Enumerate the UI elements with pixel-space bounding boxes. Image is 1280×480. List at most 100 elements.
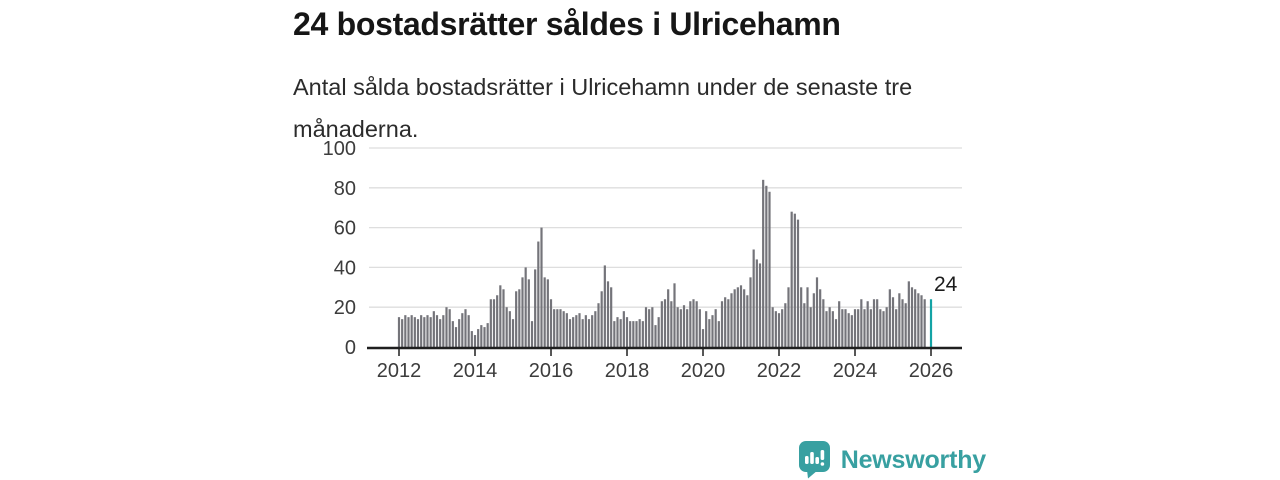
y-tick-label: 100 [323,138,356,160]
bar [720,301,724,347]
chart-subtitle: Antal sålda bostadsrätter i Ulricehamn u… [293,74,913,142]
bar [822,299,825,347]
bar [432,311,435,347]
bar [591,315,594,347]
bar [888,289,891,347]
bar [882,311,885,347]
bar [803,303,806,347]
bar [762,179,765,347]
bar [730,293,733,347]
bar [708,319,711,347]
bar [698,309,701,347]
bar [435,315,439,347]
bar [572,317,575,347]
bar [812,293,815,347]
bar [733,289,736,347]
y-tick-label: 80 [334,178,356,200]
bar [727,299,730,347]
bar [559,309,562,347]
y-tick-label: 0 [345,337,356,359]
bar [758,263,762,347]
bar [407,317,410,347]
bar [673,283,676,347]
bar [819,289,822,347]
bar [420,315,423,347]
bar [793,213,796,347]
bar [920,295,923,347]
bar [638,319,641,347]
bar [914,289,917,347]
bar [543,277,546,347]
bar [857,309,860,347]
bar [413,317,416,347]
y-tick-label: 20 [334,297,356,319]
bar [907,281,910,347]
bar [483,327,486,347]
bar-chart: 2012 2014 2016 2018 2020 2022 2024 2026 0 20 40 60 8… [323,138,962,382]
bar [692,299,695,347]
bar [565,313,568,347]
bar [416,319,420,347]
bar [686,309,689,347]
bar [711,315,714,347]
bar [568,319,572,347]
bar [898,293,901,347]
bar [885,307,888,347]
bar [648,309,651,347]
bar [872,299,876,347]
bar [714,309,717,347]
bar [534,269,537,347]
bar [657,317,660,347]
bar [518,289,521,347]
bar [584,315,587,347]
bar [629,321,632,347]
bar [556,309,559,347]
bar [705,311,708,347]
bar [448,309,451,347]
bar [787,287,790,347]
bar [397,317,401,347]
bar [676,307,679,347]
bar [401,319,404,347]
bar [496,295,499,347]
bar [492,299,496,347]
bar [451,321,454,347]
bar [641,321,644,347]
bar [660,301,663,347]
bar [499,285,502,347]
bar [724,297,727,347]
bar [442,315,445,347]
bar [777,313,781,347]
bar [515,291,518,347]
bar [606,281,610,347]
bar [486,323,489,347]
bar [537,241,540,347]
bar [423,317,426,347]
bar [464,309,467,347]
bar [844,309,847,347]
x-tick-label: 2024 [833,360,878,382]
bar [781,309,784,347]
bar [910,287,914,347]
bar [863,309,866,347]
bar [603,265,606,347]
bar [841,309,844,347]
bar [616,317,619,347]
bar [597,303,600,347]
bar [917,293,920,347]
newsworthy-logo: Newsworthy [798,441,986,479]
bar [454,327,458,347]
bar [644,307,648,347]
bar [860,299,863,347]
x-tick-label: 2022 [757,360,802,382]
bar [505,307,508,347]
bar [480,325,483,347]
chart-title: 24 bostadsrätter såldes i Ulricehamn [293,6,841,42]
bar [581,319,584,347]
bar [587,319,591,347]
x-tick-label: 2020 [681,360,726,382]
x-tick-label: 2012 [377,360,422,382]
bar [670,301,673,347]
bar [701,329,705,347]
bar [625,317,629,347]
